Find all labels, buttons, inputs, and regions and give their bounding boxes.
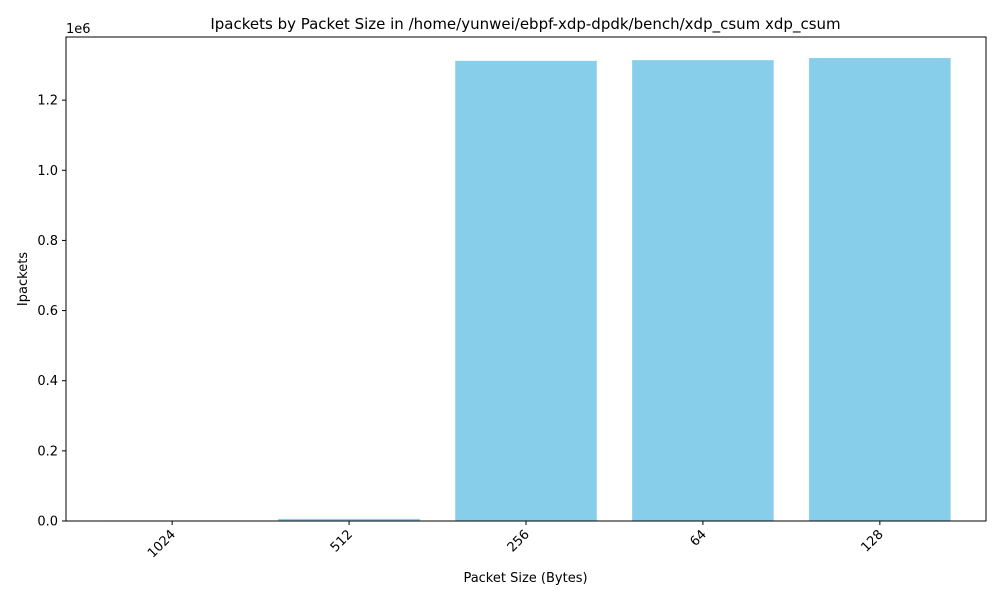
- bar-256: [455, 60, 597, 521]
- y-tick-label: 0.6: [37, 304, 58, 319]
- x-axis-label: Packet Size (Bytes): [463, 571, 587, 586]
- x-tick-label: 128: [859, 527, 887, 555]
- x-tick-label: 512: [328, 527, 356, 555]
- plot-frame: [65, 36, 987, 522]
- x-tick-label: 256: [505, 527, 533, 555]
- bar-128: [809, 58, 951, 521]
- y-tick-label: 0.2: [37, 444, 58, 459]
- bar-64: [632, 60, 774, 521]
- x-tick-label: 1024: [145, 527, 179, 561]
- x-tick-label: 64: [687, 527, 709, 549]
- y-tick-label: 0.0: [37, 515, 58, 530]
- x-axis: 1024 512 256 64 128: [145, 521, 887, 561]
- bars-group: [101, 58, 951, 521]
- y-axis-label: Ipackets: [16, 252, 31, 306]
- chart-title: Ipackets by Packet Size in /home/yunwei/…: [210, 15, 840, 34]
- bar-512: [278, 518, 420, 521]
- y-tick-label: 1.2: [37, 94, 58, 109]
- y-tick-label: 0.8: [37, 234, 58, 249]
- y-axis: 0.0 0.2 0.4 0.6 0.8 1.0 1.2: [37, 94, 66, 530]
- y-tick-label: 0.4: [37, 374, 58, 389]
- y-tick-label: 1.0: [37, 164, 58, 179]
- y-offset-label: 1e6: [66, 22, 91, 37]
